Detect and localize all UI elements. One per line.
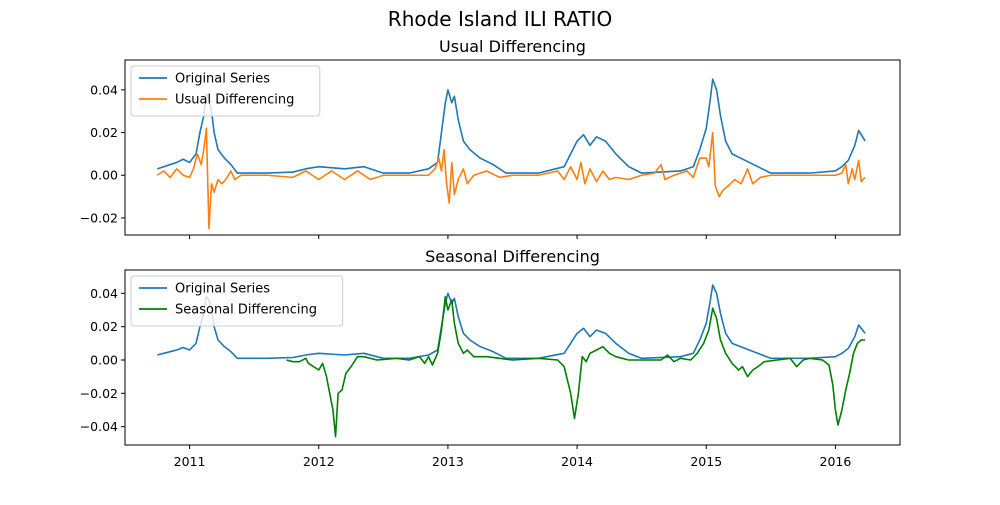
- y-tick-label: 0.00: [90, 353, 118, 368]
- axes-frame: [124, 59, 901, 236]
- legend: Original Series Usual Differencing: [130, 65, 321, 117]
- series-line-2: [156, 127, 866, 230]
- subplot-title: Usual Differencing: [439, 37, 586, 56]
- y-tick-label: 0.02: [90, 319, 118, 334]
- y-tick-label: 0.02: [90, 125, 118, 140]
- y-tick-label: −0.02: [80, 210, 118, 225]
- y-tick-label: 0.04: [90, 286, 118, 301]
- figure-title: Rhode Island ILI RATIO: [388, 7, 612, 31]
- x-tick-label: 2012: [303, 454, 335, 469]
- y-tick-label: −0.04: [80, 419, 118, 434]
- subplot-1: Usual Differencing −0.02 0.00 0.02 0.04 Origi…: [80, 37, 901, 239]
- legend-box: [130, 65, 321, 117]
- legend-label: Original Series: [175, 72, 270, 87]
- legend-label: Original Series: [175, 282, 270, 297]
- series-line-1: [157, 78, 866, 174]
- legend-label: Usual Differencing: [175, 93, 294, 108]
- x-tick-label: 2013: [432, 454, 464, 469]
- y-tick-label: 0.04: [90, 82, 118, 97]
- legend: Original Series Seasonal Differencing: [130, 275, 344, 327]
- x-tick-label: 2014: [561, 454, 593, 469]
- series-line-2: [286, 295, 866, 438]
- x-tick-label: 2016: [820, 454, 852, 469]
- subplot-title: Seasonal Differencing: [425, 247, 600, 266]
- plots: Usual Differencing −0.02 0.00 0.02 0.04 Origi…: [80, 37, 901, 469]
- axes-frame: [124, 269, 901, 446]
- legend-label: Seasonal Differencing: [175, 303, 317, 318]
- series-group: [156, 78, 866, 230]
- y-tick-label: 0.00: [90, 168, 118, 183]
- x-tick-label: 2015: [690, 454, 722, 469]
- y-tick-label: −0.02: [80, 386, 118, 401]
- subplot-2: Seasonal Differencing −0.04 −0.02 0.00 0.02 0…: [80, 247, 901, 469]
- legend-box: [130, 275, 344, 327]
- x-tick-label: 2011: [174, 454, 206, 469]
